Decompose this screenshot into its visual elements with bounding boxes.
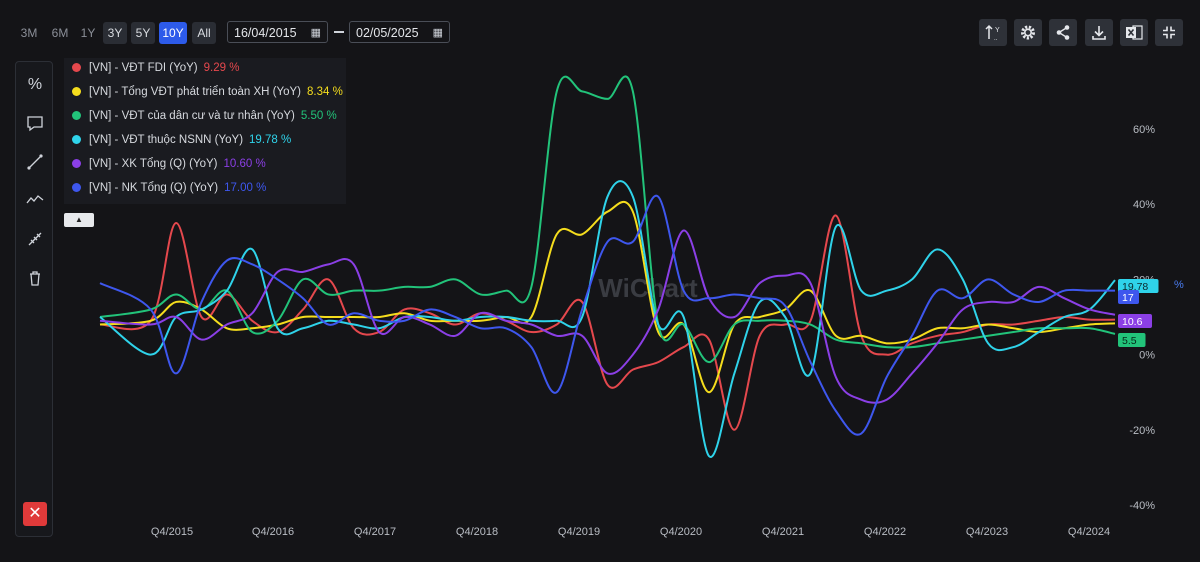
- x-tick-label: Q4/2022: [864, 526, 906, 538]
- svg-text:..: ..: [994, 36, 998, 42]
- legend-dot: [72, 63, 81, 72]
- legend-item[interactable]: [VN] - Tổng VĐT phát triển toàn XH (YoY)…: [72, 86, 343, 102]
- top-toolbar: 3M 6M 1Y 3Y 5Y 10Y All 16/04/2015 ▦ 02/0…: [0, 0, 1200, 60]
- legend: [VN] - VĐT FDI (YoY) 9.29 % [VN] - Tổng V…: [64, 58, 346, 204]
- axis-settings-icon: Y..: [985, 24, 1000, 42]
- legend-dot: [72, 111, 81, 120]
- y-tick-label: -20%: [1129, 425, 1155, 437]
- share-button[interactable]: [1049, 19, 1077, 46]
- date-to-value: 02/05/2025: [356, 26, 419, 40]
- legend-item[interactable]: [VN] - VĐT thuộc NSNN (YoY) 19.78 %: [72, 134, 291, 150]
- x-tick-label: Q4/2023: [966, 526, 1008, 538]
- date-from-value: 16/04/2015: [234, 26, 297, 40]
- legend-label: [VN] - VĐT FDI (YoY): [89, 62, 198, 74]
- x-axis: Q4/2015 Q4/2016 Q4/2017 Q4/2018 Q4/2019 Q4/20…: [151, 526, 1110, 538]
- close-button[interactable]: ✕: [23, 502, 47, 526]
- legend-label: [VN] - VĐT thuộc NSNN (YoY): [89, 134, 244, 146]
- percent-icon[interactable]: %: [27, 76, 43, 93]
- y-axis-unit: %: [1174, 279, 1184, 291]
- series-line[interactable]: [99, 214, 1116, 431]
- excel-icon: [1126, 25, 1143, 40]
- x-tick-label: Q4/2015: [151, 526, 193, 538]
- trash-icon[interactable]: [16, 269, 54, 292]
- legend-value: 19.78 %: [249, 134, 292, 146]
- y-tick-label: 0%: [1139, 350, 1155, 362]
- y-tick-label: -40%: [1129, 500, 1155, 512]
- legend-value: 5.50 %: [300, 110, 337, 122]
- comment-icon[interactable]: [16, 114, 54, 137]
- end-value-label: 10.6: [1122, 316, 1143, 328]
- x-tick-label: Q4/2021: [762, 526, 804, 538]
- legend-value: 9.29 %: [203, 62, 240, 74]
- x-tick-label: Q4/2024: [1068, 526, 1110, 538]
- range-all-button[interactable]: All: [192, 22, 216, 44]
- date-from-input[interactable]: 16/04/2015 ▦: [227, 21, 328, 43]
- y-tick-label: 60%: [1133, 124, 1155, 136]
- download-button[interactable]: [1085, 19, 1113, 46]
- end-value-label: 17: [1122, 292, 1134, 304]
- share-icon: [1056, 25, 1070, 40]
- settings-button[interactable]: [1014, 19, 1042, 46]
- legend-item[interactable]: [VN] - XK Tổng (Q) (YoY) 10.60 %: [72, 158, 266, 174]
- series-line[interactable]: [99, 200, 1116, 394]
- drawing-toolbar: %: [15, 61, 53, 537]
- legend-value: 17.00 %: [224, 182, 267, 194]
- legend-collapse-button[interactable]: ▲: [64, 213, 94, 227]
- legend-label: [VN] - VĐT của dân cư và tư nhân (YoY): [89, 110, 295, 122]
- legend-label: [VN] - Tổng VĐT phát triển toàn XH (YoY): [89, 86, 302, 98]
- series-line[interactable]: [99, 75, 1116, 364]
- calendar-icon[interactable]: ▦: [310, 27, 321, 39]
- measure-icon[interactable]: [16, 230, 54, 253]
- range-1y-button[interactable]: 1Y: [80, 26, 96, 40]
- export-excel-button[interactable]: [1120, 19, 1148, 46]
- x-tick-label: Q4/2020: [660, 526, 702, 538]
- legend-dot: [72, 159, 81, 168]
- end-value-label: 5.5: [1122, 335, 1137, 347]
- legend-item[interactable]: [VN] - VĐT của dân cư và tư nhân (YoY) 5.…: [72, 110, 337, 126]
- end-value-tag: [1118, 333, 1146, 347]
- end-value-tag: [1118, 290, 1139, 304]
- line-tool-icon[interactable]: [16, 153, 54, 176]
- legend-item[interactable]: [VN] - VĐT FDI (YoY) 9.29 %: [72, 62, 239, 78]
- range-3m-button[interactable]: 3M: [20, 26, 38, 40]
- download-icon: [1092, 26, 1106, 40]
- series-line[interactable]: [99, 180, 1116, 458]
- collapse-button[interactable]: [1155, 19, 1183, 46]
- legend-label: [VN] - XK Tổng (Q) (YoY): [89, 158, 218, 170]
- axis-settings-button[interactable]: Y..: [979, 19, 1007, 46]
- collapse-icon: [1163, 26, 1175, 39]
- date-to-input[interactable]: 02/05/2025 ▦: [349, 21, 450, 43]
- legend-label: [VN] - NK Tổng (Q) (YoY): [89, 182, 219, 194]
- x-tick-label: Q4/2017: [354, 526, 396, 538]
- legend-dot: [72, 87, 81, 96]
- date-range-separator: [334, 31, 344, 33]
- trend-icon[interactable]: [16, 191, 54, 214]
- calendar-icon[interactable]: ▦: [432, 27, 443, 39]
- end-value-tag: [1118, 279, 1159, 293]
- x-tick-label: Q4/2016: [252, 526, 294, 538]
- legend-dot: [72, 183, 81, 192]
- legend-value: 10.60 %: [223, 158, 266, 170]
- legend-value: 8.34 %: [307, 86, 343, 98]
- x-tick-label: Q4/2019: [558, 526, 600, 538]
- x-tick-label: Q4/2018: [456, 526, 498, 538]
- svg-text:Y: Y: [995, 27, 1000, 34]
- series-lines: [99, 75, 1116, 458]
- range-10y-button[interactable]: 10Y: [159, 22, 187, 44]
- range-5y-button[interactable]: 5Y: [131, 22, 155, 44]
- series-line[interactable]: [99, 229, 1116, 404]
- legend-item[interactable]: [VN] - NK Tổng (Q) (YoY) 17.00 %: [72, 182, 266, 198]
- series-line[interactable]: [99, 194, 1115, 436]
- range-6m-button[interactable]: 6M: [51, 26, 69, 40]
- end-value-tag: [1118, 314, 1152, 328]
- legend-dot: [72, 135, 81, 144]
- gear-icon: [1021, 25, 1035, 40]
- range-3y-button[interactable]: 3Y: [103, 22, 127, 44]
- y-tick-label: 40%: [1133, 199, 1155, 211]
